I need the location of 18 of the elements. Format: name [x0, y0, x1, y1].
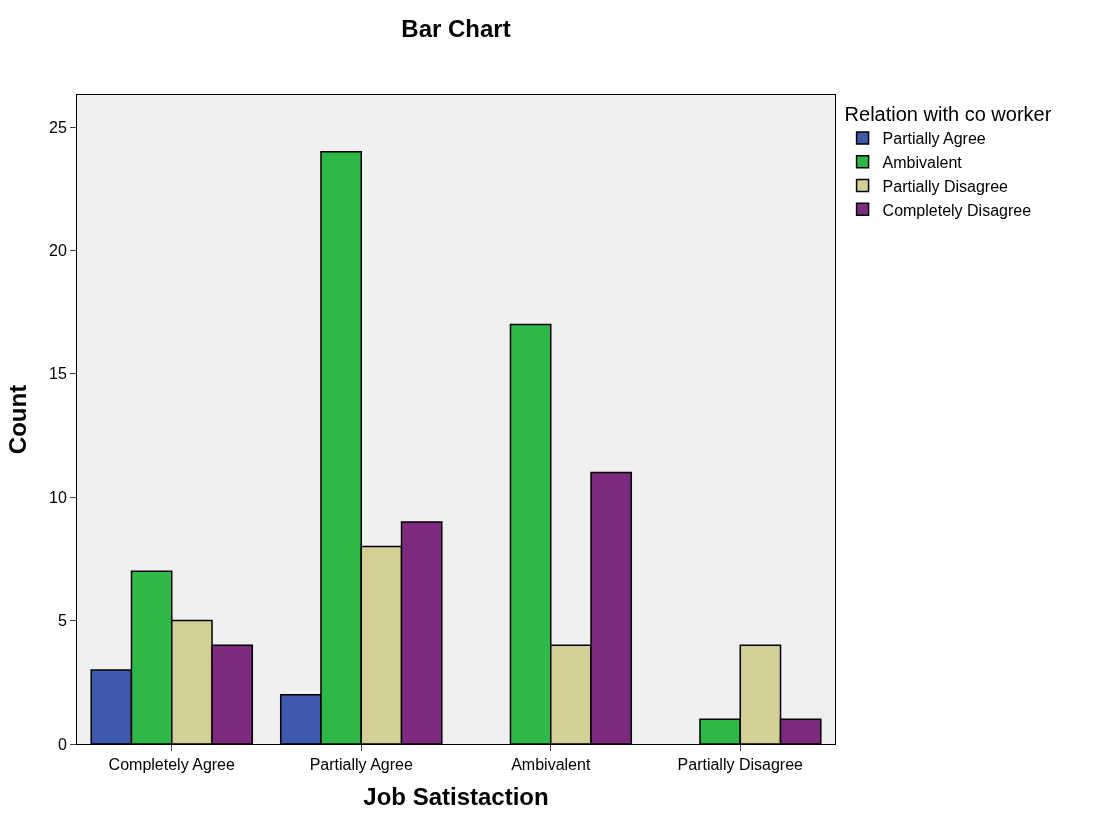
- y-axis-title: Count: [4, 384, 32, 455]
- x-tick-label: Ambivalent: [511, 756, 591, 774]
- x-tick-label: Partially Agree: [309, 756, 413, 774]
- y-tick-label: 5: [57, 612, 67, 630]
- y-tick-label: 0: [57, 735, 67, 753]
- y-tick-label: 20: [49, 242, 67, 260]
- legend-label: Completely Disagree: [882, 201, 1032, 219]
- x-tick-label: Partially Disagree: [677, 756, 804, 774]
- y-tick-label: 25: [49, 118, 67, 136]
- y-tick-label: 15: [49, 365, 67, 383]
- x-axis-title: Job Satistaction: [363, 782, 549, 810]
- legend-label: Ambivalent: [882, 153, 963, 171]
- chart-title: Bar Chart: [401, 15, 511, 43]
- legend-title: Relation with co worker: [844, 103, 1052, 125]
- y-tick-label: 10: [49, 488, 67, 506]
- legend-label: Partially Agree: [882, 130, 986, 148]
- x-tick-label: Completely Agree: [108, 756, 235, 774]
- legend-label: Partially Disagree: [882, 177, 1009, 195]
